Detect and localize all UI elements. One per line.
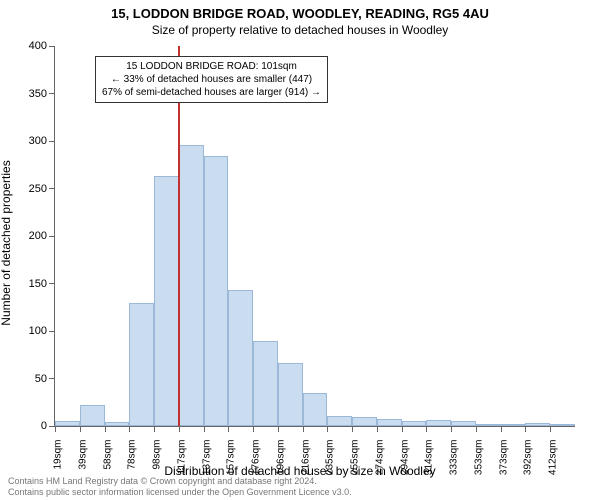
page-subtitle: Size of property relative to detached ho… (0, 23, 600, 39)
histogram-bar (451, 421, 476, 426)
y-tick-label: 300 (29, 135, 55, 147)
histogram-bar (154, 176, 179, 426)
page-title: 15, LODDON BRIDGE ROAD, WOODLEY, READING… (0, 0, 600, 23)
annotation-line: 15 LODDON BRIDGE ROAD: 101sqm (102, 60, 321, 73)
y-tick-label: 100 (29, 325, 55, 337)
histogram-bar (402, 421, 427, 426)
histogram-bar (129, 303, 154, 427)
y-tick-label: 200 (29, 230, 55, 242)
annotation-line: 67% of semi-detached houses are larger (… (102, 86, 321, 99)
y-tick-label: 50 (35, 373, 55, 385)
chart-container: 15, LODDON BRIDGE ROAD, WOODLEY, READING… (0, 0, 600, 500)
histogram-bar (204, 156, 229, 426)
histogram-bar (179, 145, 204, 426)
footer-line-1: Contains HM Land Registry data © Crown c… (8, 476, 352, 487)
histogram-bar (55, 421, 80, 426)
histogram-bar (303, 393, 328, 426)
histogram-bar (501, 424, 526, 426)
histogram-bar (278, 363, 303, 426)
y-tick-label: 150 (29, 278, 55, 290)
histogram-bar (377, 419, 402, 426)
histogram-bar (228, 290, 253, 426)
histogram-bar (426, 420, 451, 426)
histogram-bar (352, 417, 377, 427)
marker-line (178, 46, 180, 426)
y-axis-label: Number of detached properties (0, 160, 13, 325)
y-tick-label: 350 (29, 88, 55, 100)
annotation-box: 15 LODDON BRIDGE ROAD: 101sqm← 33% of de… (95, 56, 328, 103)
histogram-bar (105, 422, 130, 426)
histogram-bar (476, 424, 501, 426)
histogram-bar (253, 341, 278, 427)
y-tick-label: 250 (29, 183, 55, 195)
histogram-bar (525, 423, 550, 426)
annotation-line: ← 33% of detached houses are smaller (44… (102, 73, 321, 86)
footer-line-2: Contains public sector information licen… (8, 487, 352, 498)
histogram-bar (327, 416, 352, 426)
plot-area: 05010015020025030035040019sqm39sqm58sqm7… (54, 46, 575, 427)
y-tick-label: 0 (41, 420, 55, 432)
y-tick-label: 400 (29, 40, 55, 52)
footer-text: Contains HM Land Registry data © Crown c… (8, 476, 352, 498)
histogram-bar (550, 424, 575, 426)
histogram-bar (80, 405, 105, 426)
